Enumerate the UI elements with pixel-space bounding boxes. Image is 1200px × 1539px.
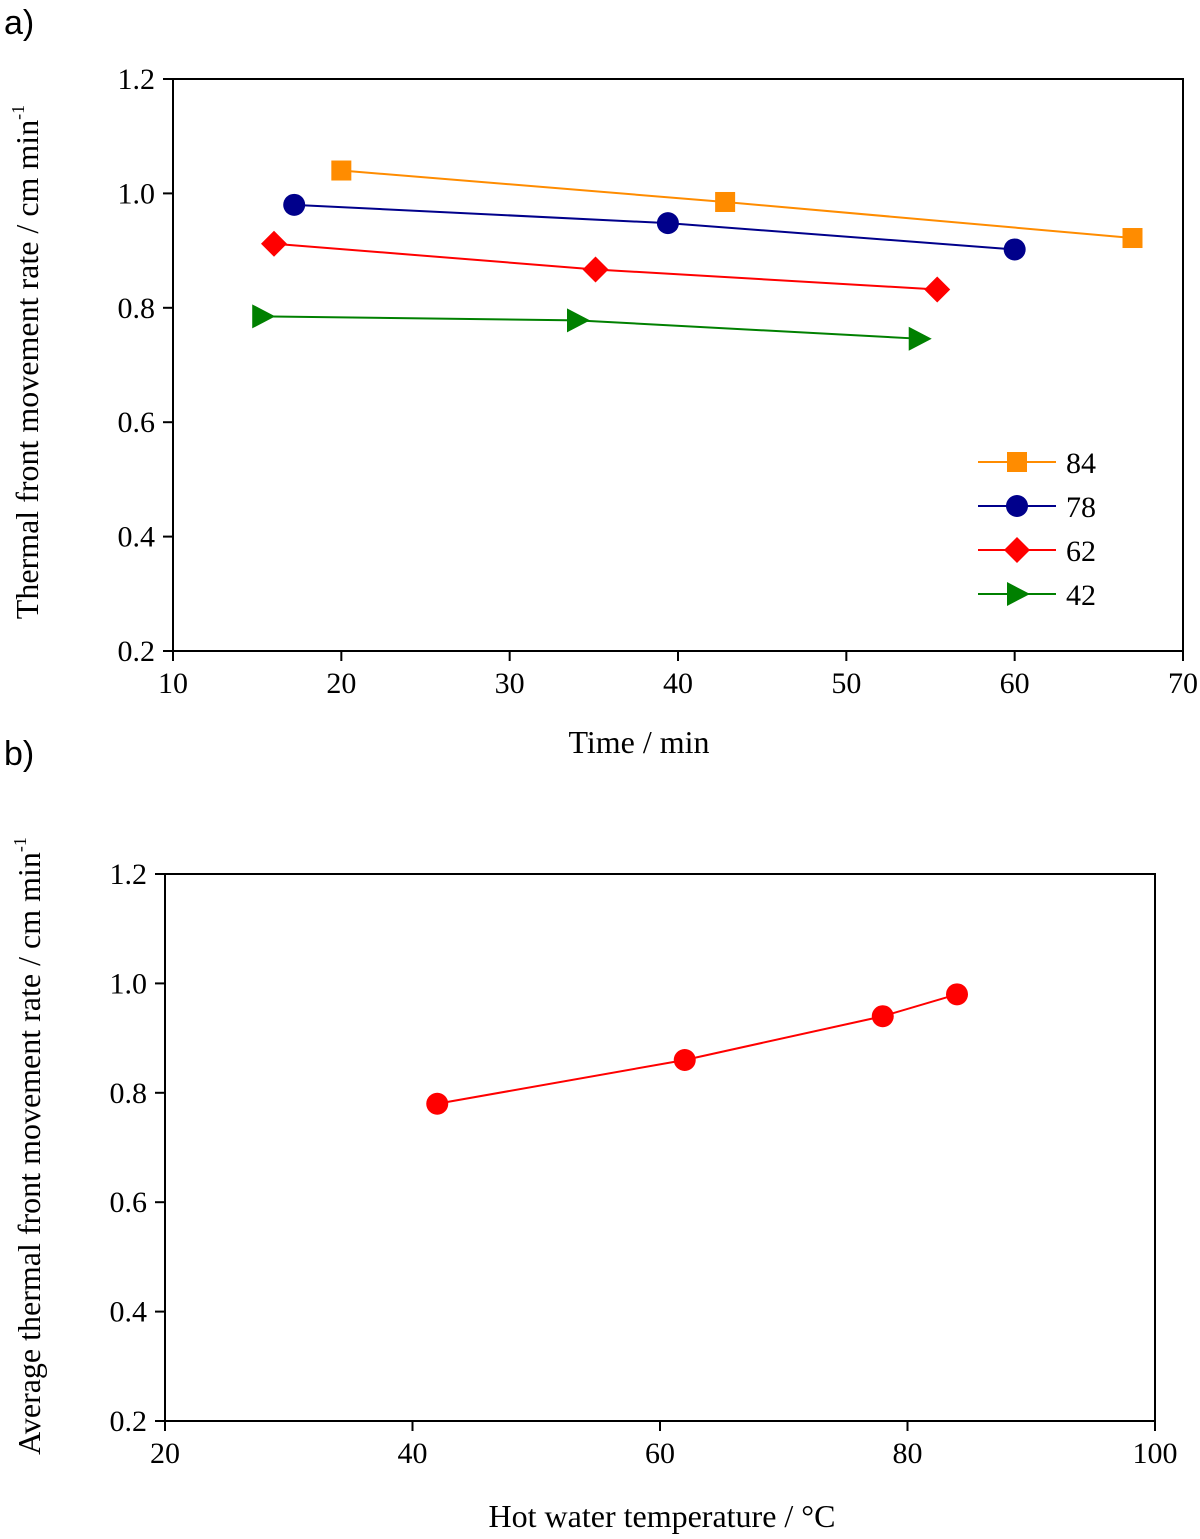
data-point-84 xyxy=(1122,228,1143,249)
y-tick-label: 0.4 xyxy=(110,1296,148,1329)
legend-label-78: 78 xyxy=(1066,491,1096,524)
y-tick-label: 0.6 xyxy=(110,1186,148,1219)
x-axis-title-b: Hot water temperature / °C xyxy=(489,1498,836,1534)
x-tick-label: 20 xyxy=(150,1437,180,1470)
y-axis-title-a-superscript: -1 xyxy=(8,105,28,120)
legend-label-84: 84 xyxy=(1066,447,1096,480)
data-point-average xyxy=(946,983,968,1006)
series-line-average xyxy=(437,993,958,1105)
plot-frame-a xyxy=(172,78,1184,652)
legend-a: 84 78 62 42 xyxy=(978,447,1096,612)
x-tick-label: 80 xyxy=(893,1437,923,1470)
x-tick-label: 100 xyxy=(1133,1437,1178,1470)
x-tick-label: 70 xyxy=(1168,667,1198,700)
data-point-42 xyxy=(567,308,590,333)
y-tick-label: 1.0 xyxy=(118,177,156,210)
panel-label-a: a) xyxy=(4,4,34,42)
series-line-78 xyxy=(294,203,1015,251)
data-point-average xyxy=(871,1005,894,1028)
y-tick-label: 1.2 xyxy=(110,858,148,891)
data-point-78 xyxy=(1003,238,1026,261)
x-tick-label: 60 xyxy=(645,1437,675,1470)
data-point-average xyxy=(673,1048,696,1071)
data-point-42 xyxy=(908,326,932,351)
x-tick-label: 40 xyxy=(663,667,693,700)
x-tick-label: 50 xyxy=(831,667,861,700)
legend-marker-84 xyxy=(1007,452,1027,472)
y-tick-label: 0.2 xyxy=(110,1405,148,1438)
data-point-62 xyxy=(261,230,287,257)
data-point-84 xyxy=(715,191,736,212)
x-tick-label: 10 xyxy=(158,667,188,700)
y-axis-title-b: Average thermal front movement rate / cm… xyxy=(10,837,47,1455)
panel-label-b: b) xyxy=(4,735,34,773)
series-lines-a xyxy=(262,169,1133,340)
plot-frame-b xyxy=(164,873,1156,1422)
legend-label-62: 62 xyxy=(1066,535,1096,568)
y-tick-label: 0.8 xyxy=(110,1077,148,1110)
series-markers-a xyxy=(252,160,1143,351)
legend-label-42: 42 xyxy=(1066,579,1096,612)
y-axis-title-b-text: Average thermal front movement rate / cm… xyxy=(11,852,47,1455)
y-tick-label: 0.4 xyxy=(118,521,156,554)
x-axis-title-a: Time / min xyxy=(568,724,709,760)
y-tick-label: 1.0 xyxy=(110,967,148,1000)
series-line-42 xyxy=(262,315,919,340)
y-axis-title-b-superscript: -1 xyxy=(10,837,30,852)
data-point-62 xyxy=(582,256,609,283)
data-point-42 xyxy=(252,304,276,329)
data-point-average xyxy=(426,1092,449,1115)
data-point-62 xyxy=(924,276,951,303)
y-axis-title-a-text: Thermal front movement rate / cm min xyxy=(9,120,45,619)
legend-marker-62 xyxy=(1004,537,1030,563)
chart-b: b) 20 40 60 80 100 0.2 0.4 0.6 0.8 1.0 1.2 Hot wat… xyxy=(4,735,1178,1534)
chart-a: a) 10 20 30 40 50 60 70 0.2 0.4 0.6 0.8 1.0 1.2 Time… xyxy=(4,4,1198,760)
legend-marker-78 xyxy=(1006,495,1028,517)
series-markers-b xyxy=(426,983,968,1115)
y-tick-label: 0.6 xyxy=(118,406,156,439)
y-tick-label: 0.8 xyxy=(118,292,156,325)
data-point-78 xyxy=(656,212,679,235)
y-axis-title-a: Thermal front movement rate / cm min-1 xyxy=(8,105,45,619)
x-tick-label: 20 xyxy=(326,667,356,700)
y-tick-label: 0.2 xyxy=(118,635,156,668)
x-tick-label: 30 xyxy=(495,667,525,700)
legend-marker-42 xyxy=(1007,582,1030,606)
y-tick-label: 1.2 xyxy=(118,63,156,96)
data-point-84 xyxy=(331,160,352,181)
data-point-78 xyxy=(283,193,306,216)
axis-ticks-a: 10 20 30 40 50 60 70 0.2 0.4 0.6 0.8 1.0 1.2 xyxy=(118,63,1199,700)
x-tick-label: 60 xyxy=(1000,667,1030,700)
axis-ticks-b: 20 40 60 80 100 0.2 0.4 0.6 0.8 1.0 1.2 xyxy=(110,858,1178,1470)
series-lines-b xyxy=(437,993,958,1105)
x-tick-label: 40 xyxy=(398,1437,428,1470)
